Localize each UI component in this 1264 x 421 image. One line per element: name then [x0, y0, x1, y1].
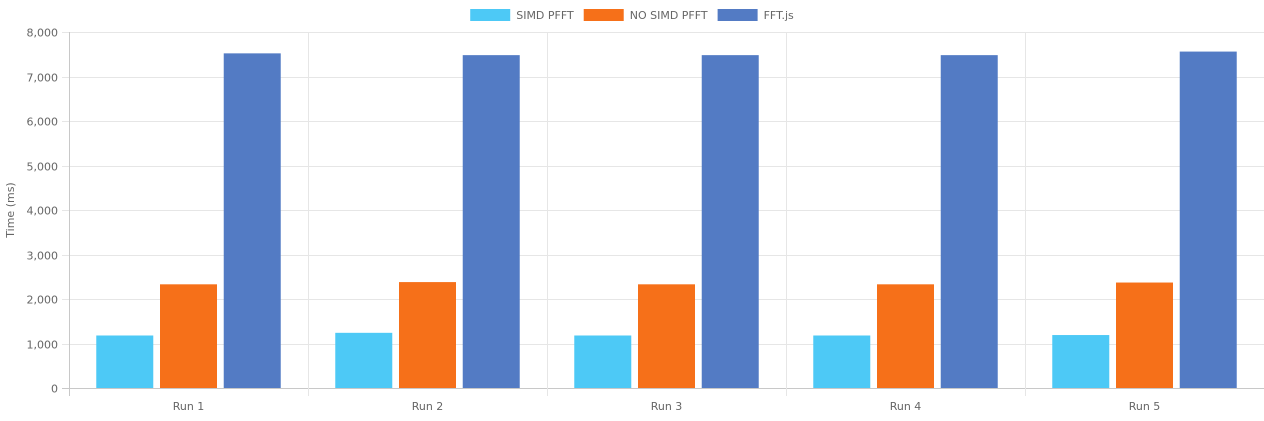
legend-label: SIMD PFFT [516, 9, 574, 22]
y-tick-label: 2,000 [27, 294, 59, 307]
y-tick-label: 5,000 [27, 161, 59, 174]
y-tick-label: 1,000 [27, 339, 59, 352]
legend-label: NO SIMD PFFT [630, 9, 708, 22]
bar-no-simd-pfft [638, 284, 695, 388]
bar-simd-pfft [813, 335, 871, 388]
axes: 0 1,000 2,000 3,000 4,000 5,000 6,000 7,000 8,00… [27, 27, 1161, 414]
bar-simd-pfft [574, 335, 632, 388]
bar-simd-pfft [96, 335, 154, 388]
x-tick-label: Run 2 [412, 400, 444, 413]
legend-item: NO SIMD PFFT [583, 9, 708, 22]
bar-fft-js [940, 55, 998, 388]
bars [96, 51, 1237, 389]
y-tick-label: 8,000 [27, 27, 59, 40]
legend-swatch [470, 9, 511, 21]
y-tick-label: 6,000 [27, 116, 59, 129]
bar-fft-js [223, 53, 281, 389]
y-tick-label: 4,000 [27, 205, 59, 218]
x-tick-label: Run 4 [890, 400, 922, 413]
bar-fft-js [462, 55, 520, 388]
y-tick-label: 3,000 [27, 250, 59, 263]
x-tick-label: Run 1 [173, 400, 205, 413]
bar-simd-pfft [1052, 335, 1110, 388]
legend-swatch [717, 9, 758, 21]
bar-no-simd-pfft [399, 282, 456, 388]
bar-fft-js [1179, 51, 1237, 388]
bar-no-simd-pfft [1116, 282, 1173, 388]
legend: SIMD PFFT NO SIMD PFFT FFT.js [470, 9, 794, 22]
legend-label: FFT.js [764, 9, 794, 22]
bar-no-simd-pfft [160, 284, 217, 388]
bar-fft-js [701, 55, 759, 388]
x-tick-label: Run 3 [651, 400, 683, 413]
y-axis-title: Time (ms) [4, 182, 17, 238]
bar-simd-pfft [335, 332, 393, 388]
y-tick-label: 0 [51, 383, 58, 396]
legend-swatch [583, 9, 624, 21]
legend-item: FFT.js [717, 9, 794, 22]
x-tick-label: Run 5 [1129, 400, 1161, 413]
legend-item: SIMD PFFT [470, 9, 574, 22]
bar-no-simd-pfft [877, 284, 934, 388]
y-tick-label: 7,000 [27, 72, 59, 85]
